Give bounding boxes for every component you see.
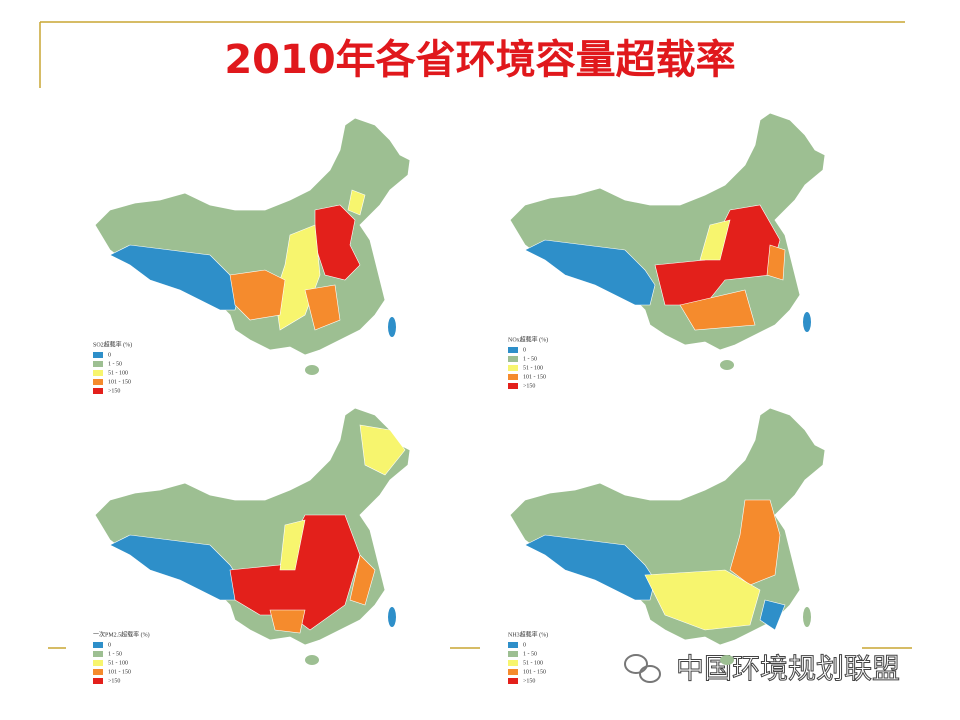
region	[524, 534, 656, 601]
island	[803, 312, 811, 332]
legend-swatch	[508, 383, 518, 389]
region	[766, 244, 786, 281]
region	[229, 269, 286, 321]
legend-label: 1 - 50	[108, 361, 122, 367]
country-outline	[509, 112, 826, 351]
legend-swatch	[508, 356, 518, 362]
island	[305, 365, 319, 375]
region	[269, 609, 306, 634]
legend-label: 1 - 50	[523, 651, 537, 657]
legend-label: 101 - 150	[523, 669, 546, 675]
region	[279, 519, 306, 571]
legend-swatch	[93, 370, 103, 376]
legend-label: >150	[523, 678, 535, 684]
legend-swatch	[508, 365, 518, 371]
legend-swatch	[508, 660, 518, 666]
island	[720, 360, 734, 370]
region	[729, 499, 781, 586]
legend-title: NOx超载率 (%)	[508, 335, 548, 343]
wechat-icon	[624, 654, 661, 683]
watermark: 中国环境规划联盟	[676, 652, 900, 685]
legend-label: >150	[108, 678, 120, 684]
region	[644, 569, 761, 631]
legend-swatch	[93, 361, 103, 367]
legend-label: 101 - 150	[523, 374, 546, 380]
region	[699, 219, 731, 261]
region	[524, 239, 656, 306]
province-map: NH3超载率 (%) 0 1 - 50 51 - 100 101 - 150 >150	[508, 407, 826, 684]
legend-swatch	[508, 651, 518, 657]
legend-swatch	[93, 651, 103, 657]
legend-swatch	[508, 347, 518, 353]
legend-swatch	[93, 379, 103, 385]
region	[314, 204, 361, 281]
legend-label: 0	[108, 642, 111, 648]
region	[679, 289, 756, 331]
island	[720, 655, 734, 665]
legend-swatch	[93, 669, 103, 675]
legend-swatch	[93, 678, 103, 684]
legend-label: 0	[108, 352, 111, 358]
legend-label: 0	[523, 642, 526, 648]
island	[305, 655, 319, 665]
legend-label: 0	[523, 347, 526, 353]
region	[349, 554, 376, 606]
slide-title: 2010年各省环境容量超载率	[224, 37, 735, 83]
legend-title: SO2超载率 (%)	[93, 340, 132, 348]
province-map: NOx超载率 (%) 0 1 - 50 51 - 100 101 - 150 >150	[508, 112, 826, 389]
province-map: SO2超载率 (%) 0 1 - 50 51 - 100 101 - 150 >150	[93, 117, 411, 394]
legend-label: >150	[108, 388, 120, 394]
legend-title: NH3超载率 (%)	[508, 630, 548, 638]
island	[388, 607, 396, 627]
legend-label: 1 - 50	[523, 356, 537, 362]
region	[109, 244, 241, 311]
legend-swatch	[508, 678, 518, 684]
legend-swatch	[93, 660, 103, 666]
legend-label: 101 - 150	[108, 669, 131, 675]
legend-swatch	[93, 352, 103, 358]
legend-label: 51 - 100	[108, 370, 128, 376]
legend-label: 51 - 100	[108, 660, 128, 666]
legend-swatch	[508, 642, 518, 648]
legend-label: 1 - 50	[108, 651, 122, 657]
legend-swatch	[508, 669, 518, 675]
region	[304, 284, 341, 331]
legend-swatch	[93, 388, 103, 394]
island	[803, 607, 811, 627]
island	[388, 317, 396, 337]
region	[347, 189, 366, 216]
legend-label: >150	[523, 383, 535, 389]
legend-label: 101 - 150	[108, 379, 131, 385]
region	[759, 599, 786, 631]
legend-title: 一次PM2.5超载率 (%)	[93, 630, 150, 638]
region	[359, 424, 406, 476]
legend-swatch	[508, 374, 518, 380]
legend-label: 51 - 100	[523, 365, 543, 371]
legend-label: 51 - 100	[523, 660, 543, 666]
legend-swatch	[93, 642, 103, 648]
province-map: 一次PM2.5超载率 (%) 0 1 - 50 51 - 100 101 - 150 >1…	[93, 407, 411, 684]
